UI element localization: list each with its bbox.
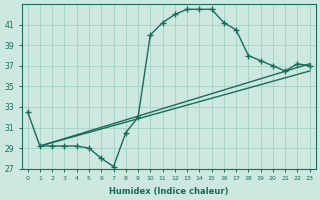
X-axis label: Humidex (Indice chaleur): Humidex (Indice chaleur): [109, 187, 228, 196]
